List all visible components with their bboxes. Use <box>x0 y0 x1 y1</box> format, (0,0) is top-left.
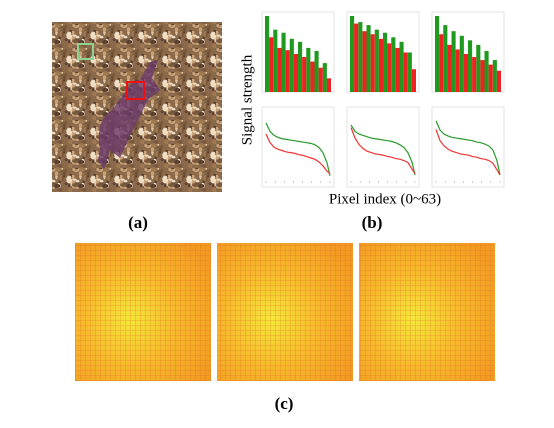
bar <box>318 67 323 92</box>
line <box>350 124 416 176</box>
bar <box>488 64 493 92</box>
chart-frame <box>261 106 335 188</box>
bar <box>366 25 371 92</box>
bar <box>354 23 359 93</box>
bar <box>370 34 375 92</box>
bar <box>455 49 460 92</box>
y-axis-label: Signal strength <box>239 54 255 145</box>
bar <box>447 44 452 92</box>
bar <box>451 31 456 92</box>
green-box <box>77 43 94 60</box>
bar <box>403 52 408 92</box>
bar <box>310 61 315 92</box>
bar <box>468 40 473 92</box>
bar <box>273 29 278 92</box>
bar <box>476 44 481 92</box>
bar <box>306 47 311 92</box>
bar <box>480 60 485 92</box>
bar <box>362 31 367 92</box>
heatmap-texture <box>75 243 211 381</box>
panel-label: (b) <box>362 213 383 232</box>
bar <box>293 54 298 92</box>
bar <box>285 50 290 92</box>
panel-label: (a) <box>128 213 148 232</box>
bar <box>378 38 383 92</box>
bar <box>374 29 379 92</box>
bar <box>443 25 448 92</box>
bar <box>326 78 331 92</box>
line <box>435 120 501 176</box>
bar <box>435 16 440 92</box>
bar <box>289 38 294 92</box>
bar <box>395 47 400 92</box>
bar <box>322 63 327 92</box>
bar <box>358 22 363 92</box>
heatmap-texture <box>217 243 353 381</box>
bar <box>298 41 303 92</box>
bar <box>314 50 319 92</box>
red-box <box>126 81 145 100</box>
line <box>350 127 416 175</box>
bar <box>492 60 497 92</box>
chart-frame <box>431 106 505 188</box>
bar <box>383 32 388 92</box>
photo-panel <box>52 22 222 192</box>
bar <box>399 41 404 92</box>
heatmaps <box>75 243 495 381</box>
bar <box>302 57 307 92</box>
line <box>265 133 331 175</box>
heatmap-texture <box>359 243 495 381</box>
bar <box>411 69 416 92</box>
line <box>435 129 501 176</box>
bar <box>439 34 444 92</box>
chart-frame <box>346 106 420 188</box>
bar <box>472 57 477 92</box>
bar <box>269 37 274 92</box>
bar <box>463 54 468 92</box>
bar <box>391 37 396 92</box>
line <box>265 122 331 176</box>
bar <box>459 35 464 92</box>
bar <box>277 47 282 92</box>
x-axis-label: Pixel index (0~63) <box>329 191 441 207</box>
bar <box>265 16 270 92</box>
bar <box>387 43 392 92</box>
bar <box>407 52 412 92</box>
bar <box>496 70 501 92</box>
bar <box>350 16 355 92</box>
bar <box>484 50 489 92</box>
bar <box>281 32 286 92</box>
panel-label: (c) <box>275 394 294 413</box>
